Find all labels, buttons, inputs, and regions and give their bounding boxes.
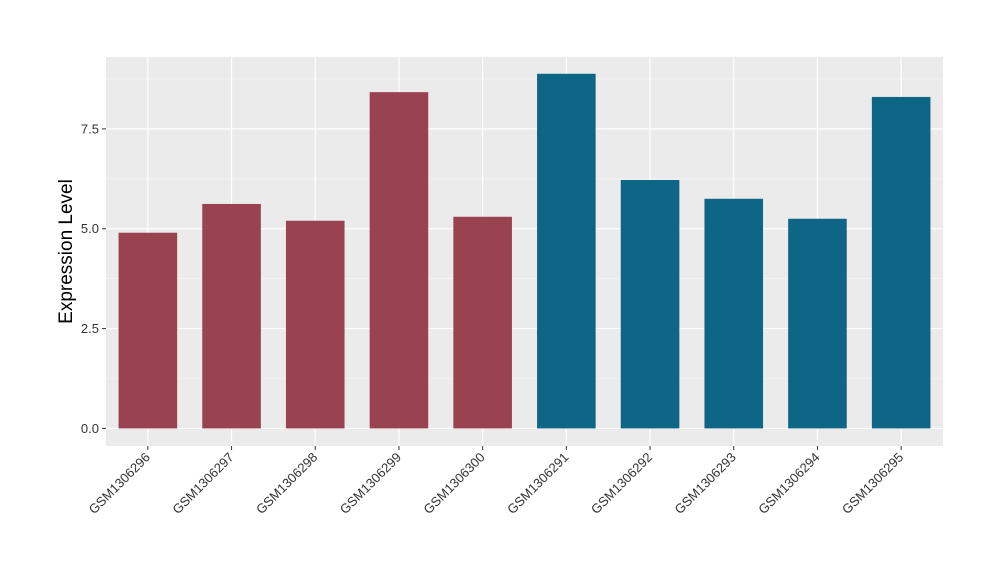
y-axis: 0.0 2.5 5.0 7.5 <box>81 121 106 436</box>
y-tick-label: 5.0 <box>81 221 99 236</box>
x-axis: GSM1306296 GSM1306297 GSM1306298 GSM1306299… <box>86 446 906 517</box>
x-tick-label: GSM1306291 <box>504 450 571 517</box>
bars <box>118 73 931 429</box>
x-tick-label: GSM1306299 <box>337 450 404 517</box>
x-tick-label: GSM1306300 <box>420 450 487 517</box>
bar-GSM1306294 <box>788 218 847 429</box>
x-tick-label: GSM1306296 <box>86 450 153 517</box>
y-axis-title: Expression Level <box>56 179 77 324</box>
x-tick-label: GSM1306293 <box>672 450 739 517</box>
bar-GSM1306298 <box>285 220 345 429</box>
y-tick-label: 2.5 <box>81 321 99 336</box>
bar-GSM1306292 <box>620 180 680 429</box>
bar-GSM1306291 <box>537 73 596 429</box>
y-tick-label: 0.0 <box>81 421 99 436</box>
bar-GSM1306300 <box>453 216 512 429</box>
x-tick-label: GSM1306295 <box>839 450 906 517</box>
bar-GSM1306296 <box>118 232 178 429</box>
x-tick-label: GSM1306292 <box>588 450 655 517</box>
x-tick-label: GSM1306294 <box>755 450 822 517</box>
bar-GSM1306295 <box>871 96 931 429</box>
bar-GSM1306299 <box>369 92 429 429</box>
x-tick-label: GSM1306298 <box>253 450 320 517</box>
x-tick-label: GSM1306297 <box>169 450 236 517</box>
bar-GSM1306293 <box>704 198 764 429</box>
bar-GSM1306297 <box>202 203 261 429</box>
y-tick-label: 7.5 <box>81 121 99 136</box>
